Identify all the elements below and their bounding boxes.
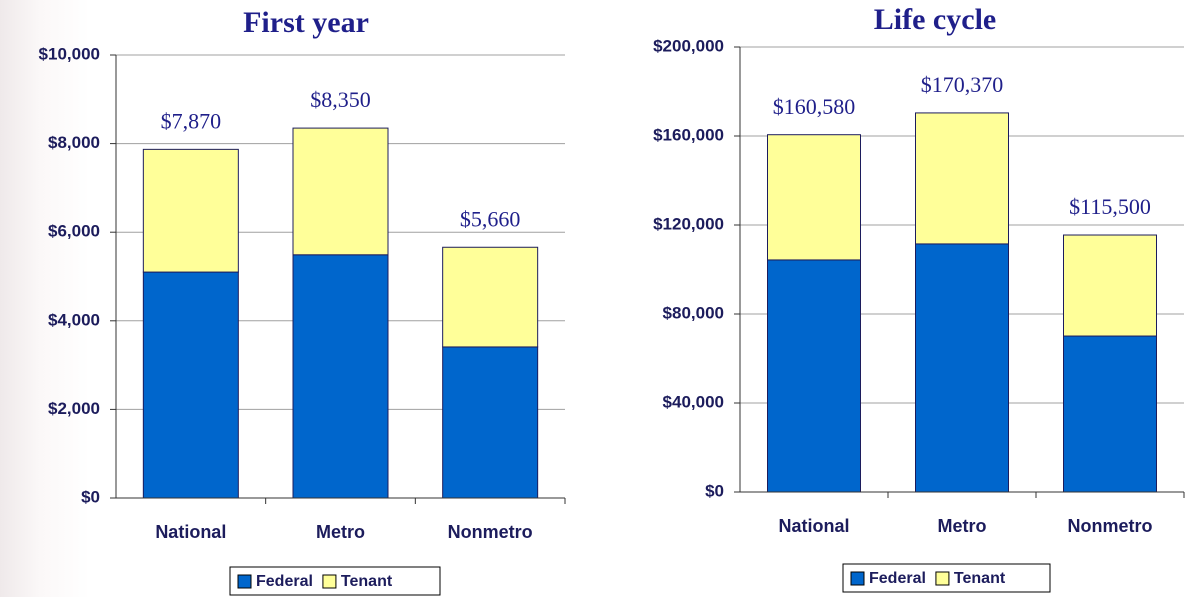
x-tick-label: National: [778, 516, 849, 536]
y-tick-label: $40,000: [663, 392, 724, 411]
chart-title: First year: [243, 6, 369, 39]
legend-swatch: [237, 574, 252, 589]
legend-swatch: [850, 571, 865, 586]
legend-swatch: [935, 571, 950, 586]
y-tick-label: $10,000: [39, 44, 100, 63]
x-tick-label: Nonmetro: [448, 522, 533, 542]
y-tick-label: $4,000: [48, 310, 100, 329]
total-label: $5,660: [460, 206, 521, 231]
bar-segment: [442, 346, 539, 499]
bar-segment: [1063, 335, 1157, 493]
y-tick-label: $2,000: [48, 399, 100, 418]
chart-title: Life cycle: [874, 3, 996, 36]
y-tick-label: $200,000: [653, 36, 724, 55]
x-tick-label: Nonmetro: [1068, 516, 1153, 536]
y-tick-label: $0: [705, 481, 724, 500]
y-tick-label: $6,000: [48, 222, 100, 241]
bar-segment: [915, 243, 1009, 493]
y-tick-label: $8,000: [48, 133, 100, 152]
bar-segment: [1063, 234, 1157, 337]
x-tick-label: Metro: [938, 516, 987, 536]
total-label: $7,870: [161, 108, 222, 133]
total-label: $8,350: [310, 87, 371, 112]
x-tick-label: Metro: [316, 522, 365, 542]
legend-label: Federal: [869, 570, 926, 587]
legend-label: Tenant: [341, 573, 393, 590]
bar-segment: [142, 148, 239, 273]
bar-segment: [292, 254, 389, 499]
y-tick-label: $80,000: [663, 303, 724, 322]
bar-segment: [767, 134, 861, 261]
bar-segment: [142, 271, 239, 499]
bar-segment: [915, 112, 1009, 245]
bar-segment: [767, 259, 861, 493]
total-label: $160,580: [773, 94, 856, 119]
y-tick-label: $160,000: [653, 125, 724, 144]
legend-label: Tenant: [954, 570, 1006, 587]
bar-segment: [442, 246, 539, 348]
bar-segment: [292, 127, 389, 256]
legend-label: Federal: [256, 573, 313, 590]
y-tick-label: $0: [81, 487, 100, 506]
total-label: $170,370: [921, 72, 1004, 97]
x-tick-label: National: [155, 522, 226, 542]
legend-swatch: [322, 574, 337, 589]
y-tick-label: $120,000: [653, 214, 724, 233]
total-label: $115,500: [1069, 194, 1151, 219]
